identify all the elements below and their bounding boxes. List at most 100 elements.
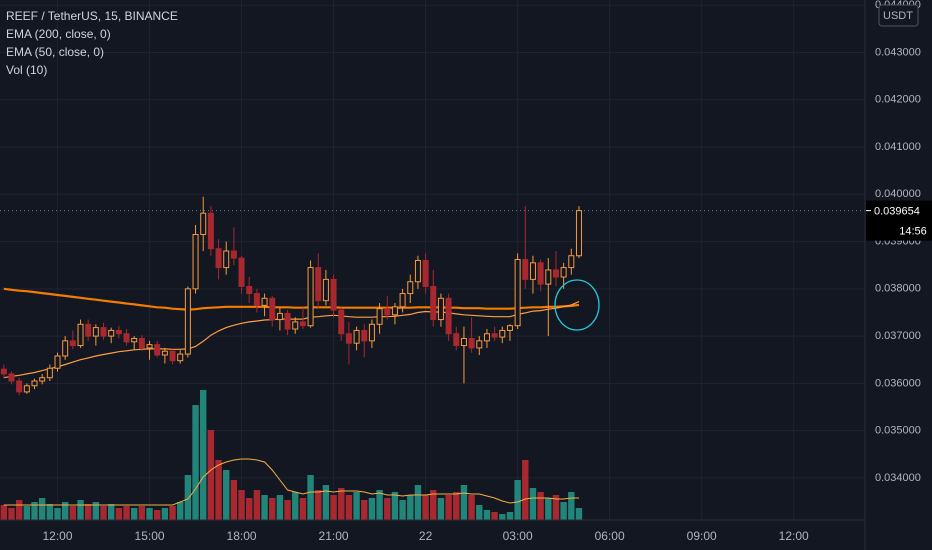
volume-bar: [299, 498, 307, 520]
x-tick-label: 18:00: [227, 529, 257, 543]
volume-bar: [522, 460, 529, 520]
ema50-line: [3, 301, 580, 379]
volume-bar: [529, 488, 537, 520]
candle-body: [276, 312, 283, 321]
volume-bar: [238, 490, 245, 520]
volume-bar: [330, 495, 337, 520]
volume-bar: [154, 510, 161, 520]
candle-body: [483, 333, 490, 342]
candle-body: [215, 248, 222, 269]
candle-body: [476, 340, 483, 349]
volume-bar: [269, 498, 276, 520]
volume-bar: [560, 502, 567, 520]
candle-body: [230, 250, 237, 259]
volume-bar: [391, 492, 399, 520]
volume-bar: [169, 506, 176, 520]
volume-bar: [200, 390, 207, 520]
volume-bar: [322, 485, 330, 520]
x-tick-label: 21:00: [319, 529, 349, 543]
candle-body: [46, 367, 53, 379]
candle-body: [560, 267, 567, 278]
volume-bar: [61, 502, 69, 520]
candle-body: [453, 333, 460, 347]
y-tick-label: 0.042000: [875, 94, 921, 106]
volume-bar: [399, 500, 406, 520]
candle-body: [269, 297, 276, 321]
candle-body: [184, 288, 191, 355]
volume-bar: [100, 506, 107, 520]
candle-body: [238, 257, 245, 287]
candle-body: [445, 297, 452, 335]
volume-bar: [537, 492, 544, 520]
candle-body: [430, 285, 437, 321]
volume-bar: [368, 498, 376, 520]
ema200-line: [3, 287, 580, 311]
candle-body: [92, 327, 99, 337]
circle-annotation: [554, 279, 600, 331]
candle-body: [537, 262, 544, 285]
candle-body: [223, 250, 230, 269]
volume-bar: [468, 495, 475, 520]
candle-body: [123, 333, 130, 343]
candle-body: [376, 308, 383, 325]
volume-bar: [246, 498, 253, 520]
volume-bar: [0, 505, 8, 520]
volume-bar: [69, 506, 77, 520]
countdown-tag: [866, 220, 932, 241]
volume-bar: [414, 485, 422, 520]
currency-label[interactable]: USDT: [883, 10, 913, 22]
volume-bar: [15, 500, 23, 520]
candle-body: [23, 385, 30, 393]
candle-body: [552, 269, 559, 278]
candle-body: [391, 306, 398, 316]
candle-body: [77, 323, 84, 347]
volume-bar: [376, 490, 383, 520]
candle-body: [522, 259, 529, 280]
candle-body: [514, 259, 521, 327]
volume-bar: [215, 460, 222, 520]
volume-bar: [499, 514, 506, 520]
candle-body: [499, 329, 506, 338]
candle-body: [361, 329, 368, 342]
candle-body: [200, 212, 207, 235]
candle-body: [177, 353, 184, 362]
volume-bar: [115, 508, 123, 520]
volume-bar: [46, 504, 54, 520]
candle-body: [0, 368, 7, 375]
x-tick-label: 22: [419, 529, 433, 543]
candle-body: [468, 337, 475, 349]
candle-body: [161, 350, 168, 356]
volume-bar: [491, 512, 498, 520]
volume-bar: [575, 508, 583, 520]
candle-body: [330, 278, 337, 311]
candle-body: [69, 340, 76, 347]
candle-body: [169, 350, 176, 362]
candle-body: [545, 269, 552, 285]
volume-bar: [130, 508, 138, 520]
candle-body: [491, 333, 498, 338]
currency-box[interactable]: [878, 4, 919, 27]
candle-body: [39, 377, 46, 382]
volume-bar: [31, 502, 38, 520]
candle-body: [399, 293, 406, 308]
candle-body: [146, 344, 153, 349]
volume-bar: [38, 498, 46, 520]
volume-bar: [361, 500, 368, 520]
volume-bar: [23, 506, 31, 520]
volume-bar: [230, 480, 238, 520]
indicator-lines: [3, 287, 580, 506]
volume-bar: [284, 500, 291, 520]
last-price-tag: [866, 200, 932, 221]
candle-body: [345, 333, 352, 344]
candle-body: [322, 278, 329, 302]
volume-bar: [353, 492, 360, 520]
volume-bar: [54, 508, 61, 520]
candle-body: [115, 329, 122, 335]
volume-bar: [460, 485, 468, 520]
volume-bar: [422, 495, 429, 520]
volume-bar: [338, 488, 345, 520]
volume-bar: [261, 495, 268, 520]
candle-body: [568, 255, 575, 269]
volume-bar: [161, 508, 169, 520]
